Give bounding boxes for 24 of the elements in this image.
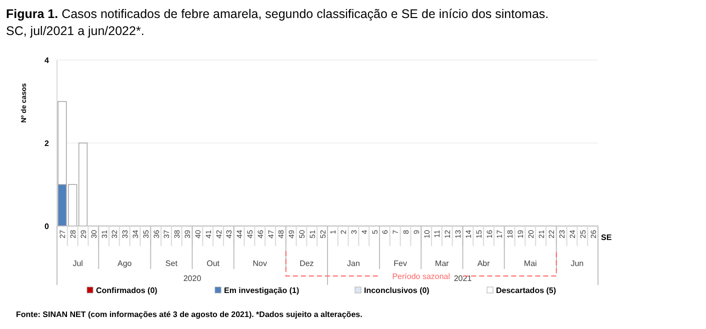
text: Jun	[570, 259, 584, 268]
text: Out	[206, 259, 220, 268]
x-axis-title: SE	[601, 233, 612, 242]
text: Período sazonal	[392, 272, 450, 281]
text: Jul	[72, 259, 84, 268]
y-tick-label: 2	[44, 139, 50, 148]
legend-label: Inconclusivos (0)	[364, 286, 430, 295]
chart-title: Figura 1. Casos notificados de febre amarela, segundo classificação e SE de início dos sintomas. SC, jul/2021 a jun/2022*.	[6, 7, 549, 38]
text: 2020	[183, 274, 202, 283]
text: Mai	[524, 259, 538, 268]
text: Nov	[252, 259, 267, 268]
text: Dez	[300, 259, 314, 268]
text: Mar	[435, 259, 450, 268]
legend-label: Descartados (5)	[496, 286, 556, 295]
y-tick-label: 0	[44, 222, 50, 231]
source-note: Fonte: SINAN NET (com informações até 3 de agosto de 2021). *Dados sujeito a alterações.	[16, 310, 362, 319]
text: Ago	[118, 259, 132, 268]
text: Set	[165, 259, 178, 268]
legend-label: Confirmados (0)	[96, 286, 158, 295]
text: Jan	[347, 259, 360, 268]
y-tick-label: 4	[44, 56, 50, 65]
text: Abr	[477, 259, 490, 268]
legend-label: Em investigação (1)	[224, 286, 300, 295]
text: Fev	[394, 259, 407, 268]
